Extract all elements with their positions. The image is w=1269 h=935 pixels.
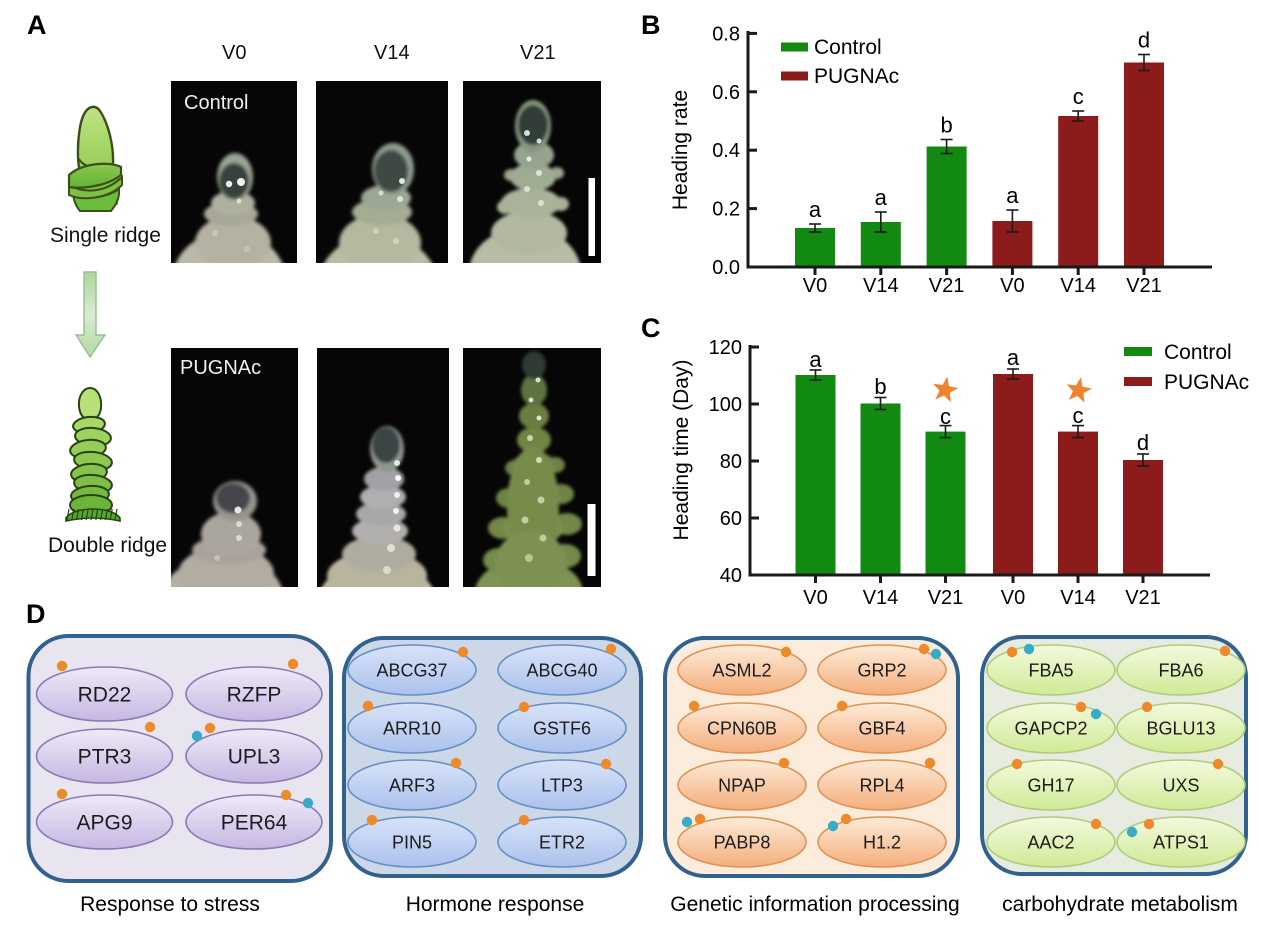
svg-text:PUGNAc: PUGNAc	[1164, 371, 1249, 394]
svg-text:ASML2: ASML2	[712, 661, 771, 681]
svg-text:PUGNAc: PUGNAc	[180, 357, 261, 379]
svg-text:a: a	[1007, 345, 1020, 370]
svg-text:RZFP: RZFP	[227, 684, 282, 707]
svg-text:c: c	[940, 404, 951, 429]
svg-text:120: 120	[709, 337, 742, 359]
svg-text:ATPS1: ATPS1	[1153, 833, 1209, 853]
svg-text:a: a	[1006, 183, 1019, 208]
svg-text:ARF3: ARF3	[389, 776, 435, 796]
svg-text:APG9: APG9	[76, 812, 132, 835]
svg-text:60: 60	[720, 508, 742, 530]
svg-text:V21: V21	[1125, 587, 1161, 609]
svg-text:0.8: 0.8	[712, 23, 740, 45]
svg-text:PUGNAc: PUGNAc	[814, 65, 899, 88]
svg-text:0.0: 0.0	[712, 257, 740, 279]
svg-text:Response to stress: Response to stress	[80, 893, 260, 916]
svg-text:H1.2: H1.2	[863, 833, 901, 853]
svg-text:ABCG37: ABCG37	[376, 661, 447, 681]
svg-text:0.4: 0.4	[712, 140, 740, 162]
svg-text:FBA6: FBA6	[1158, 661, 1203, 681]
svg-text:GSTF6: GSTF6	[533, 719, 591, 739]
svg-text:b: b	[940, 113, 952, 138]
svg-text:c: c	[1073, 403, 1084, 428]
svg-text:ARR10: ARR10	[383, 719, 441, 739]
svg-text:V14: V14	[863, 587, 899, 609]
svg-text:PABP8: PABP8	[714, 833, 771, 853]
svg-text:PER64: PER64	[221, 812, 288, 835]
svg-text:NPAP: NPAP	[718, 776, 766, 796]
svg-text:V14: V14	[1060, 275, 1096, 297]
svg-text:V21: V21	[929, 275, 965, 297]
svg-text:V14: V14	[863, 275, 899, 297]
svg-text:PIN5: PIN5	[392, 833, 432, 853]
svg-text:100: 100	[709, 394, 742, 416]
svg-text:V21: V21	[928, 587, 964, 609]
svg-text:GBF4: GBF4	[858, 719, 905, 739]
svg-text:PTR3: PTR3	[78, 746, 132, 769]
svg-text:ETR2: ETR2	[539, 833, 585, 853]
svg-text:CPN60B: CPN60B	[707, 719, 777, 739]
svg-text:d: d	[1137, 430, 1149, 455]
svg-text:Heading rate: Heading rate	[669, 90, 692, 210]
svg-text:V14: V14	[1060, 587, 1096, 609]
svg-text:a: a	[809, 197, 822, 222]
svg-text:Heading time (Day): Heading time (Day)	[670, 360, 693, 541]
svg-text:AAC2: AAC2	[1027, 833, 1074, 853]
svg-text:GH17: GH17	[1027, 776, 1074, 796]
svg-text:FBA5: FBA5	[1028, 661, 1073, 681]
svg-text:RPL4: RPL4	[859, 776, 904, 796]
svg-text:carbohydrate metabolism: carbohydrate metabolism	[1002, 893, 1238, 916]
svg-text:0.6: 0.6	[712, 82, 740, 104]
svg-text:c: c	[1073, 84, 1084, 109]
svg-text:b: b	[874, 374, 886, 399]
svg-text:Control: Control	[184, 92, 248, 114]
svg-text:a: a	[809, 347, 822, 372]
svg-text:Hormone response: Hormone response	[406, 893, 585, 916]
svg-text:V0: V0	[1000, 275, 1024, 297]
svg-text:RD22: RD22	[78, 684, 132, 707]
svg-text:80: 80	[720, 451, 742, 473]
svg-text:V0: V0	[803, 275, 827, 297]
svg-text:GAPCP2: GAPCP2	[1014, 719, 1087, 739]
svg-text:V0: V0	[1001, 587, 1025, 609]
svg-text:ABCG40: ABCG40	[526, 661, 597, 681]
svg-text:Genetic information processing: Genetic information processing	[670, 893, 959, 916]
svg-text:LTP3: LTP3	[541, 776, 583, 796]
svg-text:0.2: 0.2	[712, 199, 740, 221]
svg-text:a: a	[875, 185, 888, 210]
svg-text:Control: Control	[814, 36, 882, 59]
svg-text:40: 40	[720, 565, 742, 587]
svg-text:V0: V0	[803, 587, 827, 609]
svg-text:UPL3: UPL3	[228, 746, 281, 769]
svg-text:d: d	[1138, 28, 1150, 53]
svg-text:UXS: UXS	[1162, 776, 1199, 796]
svg-text:V21: V21	[1126, 275, 1162, 297]
svg-text:GRP2: GRP2	[857, 661, 906, 681]
svg-text:BGLU13: BGLU13	[1146, 719, 1215, 739]
svg-text:Control: Control	[1164, 341, 1232, 364]
